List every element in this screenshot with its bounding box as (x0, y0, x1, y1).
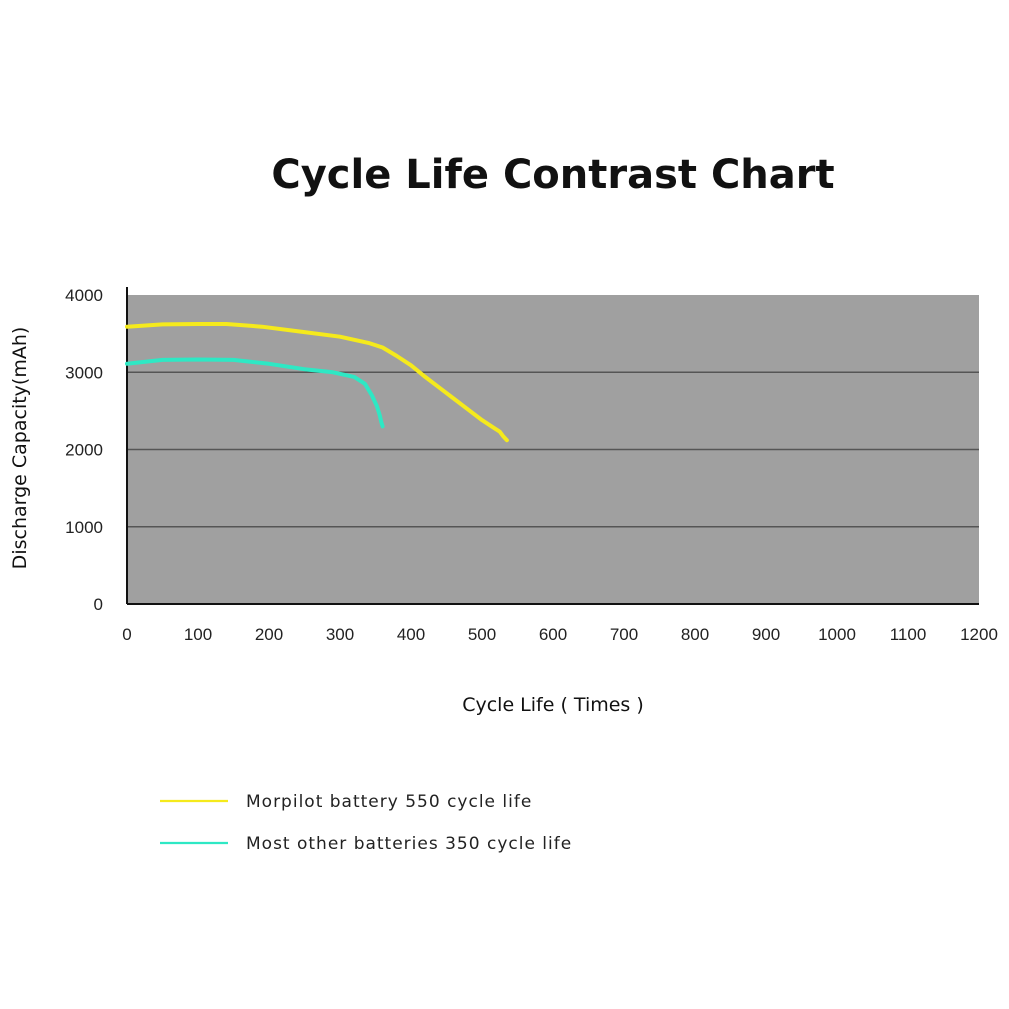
x-tick-label: 600 (539, 625, 567, 644)
series-line-2 (125, 357, 385, 429)
x-tick-label: 0 (122, 625, 131, 644)
y-tick-label: 0 (94, 595, 103, 614)
x-tick-label: 200 (255, 625, 283, 644)
y-axis-label: Discharge Capacity(mAh) (9, 327, 31, 570)
x-tick-label: 1200 (960, 625, 998, 644)
x-tick-label: 500 (468, 625, 496, 644)
x-tick-label: 900 (752, 625, 780, 644)
legend-label: Morpilot battery 550 cycle life (246, 792, 532, 812)
y-tick-label: 4000 (65, 286, 103, 305)
legend-label: Most other batteries 350 cycle life (246, 834, 572, 854)
x-tick-label: 300 (326, 625, 354, 644)
legend: Morpilot battery 550 cycle life Most othe… (160, 792, 572, 854)
plot-area: 0 1000 2000 3000 4000 0 100 200 300 400 500 600 700 8… (65, 286, 998, 644)
x-tick-label: 800 (681, 625, 709, 644)
chart-title: Cycle Life Contrast Chart (271, 152, 834, 198)
y-tick-label: 1000 (65, 518, 103, 537)
y-tick-label: 3000 (65, 363, 103, 382)
x-tick-label: 700 (610, 625, 638, 644)
x-tick-label: 1000 (818, 625, 856, 644)
y-tick-label: 2000 (65, 441, 103, 460)
x-tick-label: 1100 (890, 625, 927, 644)
x-tick-label: 100 (184, 625, 212, 644)
x-tick-label: 400 (397, 625, 425, 644)
series-line-1 (125, 322, 509, 443)
x-axis-label: Cycle Life ( Times ) (462, 694, 644, 716)
